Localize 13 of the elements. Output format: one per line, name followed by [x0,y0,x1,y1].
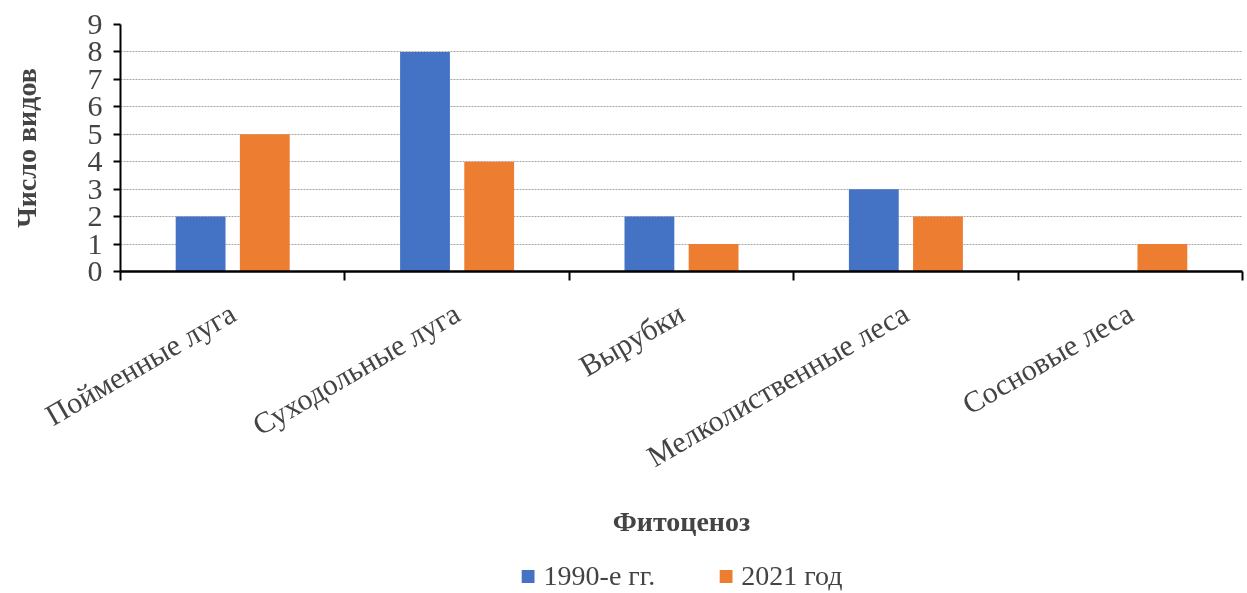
bar [848,189,899,272]
legend-label: 2021 год [741,560,843,592]
bar [913,216,963,272]
bar [688,244,739,272]
bar [1137,244,1188,272]
bar [624,216,675,272]
bar [400,51,450,272]
bar [175,216,226,272]
y-axis-title: Число видов [10,68,42,228]
bar [239,134,290,272]
x-axis-title: Фитоценоз [612,506,751,538]
legend-label: 1990-е гг. [543,560,656,592]
bar [464,161,515,272]
